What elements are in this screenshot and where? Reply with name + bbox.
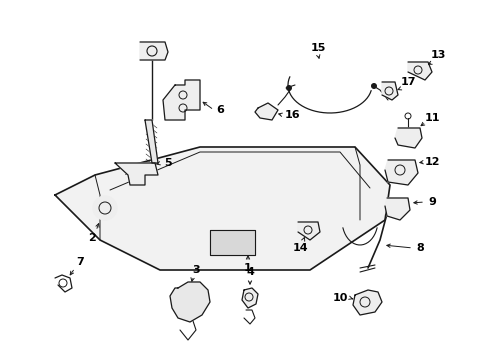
Circle shape xyxy=(93,196,117,220)
Text: 7: 7 xyxy=(76,257,84,267)
Text: 12: 12 xyxy=(424,157,440,167)
Polygon shape xyxy=(255,103,278,120)
Text: 17: 17 xyxy=(400,77,416,87)
Polygon shape xyxy=(145,120,158,163)
Circle shape xyxy=(286,85,292,91)
Text: 4: 4 xyxy=(246,267,254,277)
Polygon shape xyxy=(163,80,200,120)
Text: 9: 9 xyxy=(428,197,436,207)
Polygon shape xyxy=(242,288,258,308)
Text: 16: 16 xyxy=(284,110,300,120)
Text: 11: 11 xyxy=(424,113,440,123)
Polygon shape xyxy=(140,42,168,60)
Text: 13: 13 xyxy=(430,50,446,60)
Text: 6: 6 xyxy=(216,105,224,115)
Polygon shape xyxy=(115,163,158,185)
Text: 8: 8 xyxy=(416,243,424,253)
Polygon shape xyxy=(408,62,432,80)
Polygon shape xyxy=(210,230,255,255)
Polygon shape xyxy=(298,222,320,240)
Text: 1: 1 xyxy=(244,263,252,273)
Polygon shape xyxy=(170,282,210,322)
Text: 3: 3 xyxy=(192,265,200,275)
Polygon shape xyxy=(55,147,390,270)
Polygon shape xyxy=(385,198,410,220)
Text: 10: 10 xyxy=(332,293,348,303)
Text: 5: 5 xyxy=(164,158,172,168)
Text: 15: 15 xyxy=(310,43,326,53)
Text: 2: 2 xyxy=(88,233,96,243)
Polygon shape xyxy=(395,128,422,148)
Polygon shape xyxy=(382,82,398,100)
Circle shape xyxy=(371,83,377,89)
Text: 14: 14 xyxy=(292,243,308,253)
Polygon shape xyxy=(353,290,382,315)
Polygon shape xyxy=(385,160,418,185)
